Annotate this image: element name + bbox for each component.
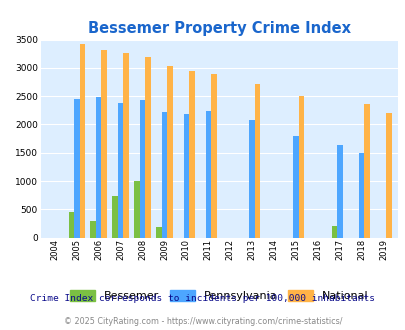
Bar [386, 113, 391, 238]
Bar [123, 53, 128, 238]
Bar [336, 146, 342, 238]
Text: © 2025 CityRating.com - https://www.cityrating.com/crime-statistics/: © 2025 CityRating.com - https://www.city… [64, 317, 341, 326]
Bar [139, 100, 145, 238]
Bar [331, 226, 336, 238]
Bar [79, 44, 85, 238]
Bar [156, 227, 161, 238]
Bar [145, 56, 150, 238]
Bar [96, 97, 101, 238]
Text: Crime Index corresponds to incidents per 100,000 inhabitants: Crime Index corresponds to incidents per… [30, 294, 375, 303]
Bar [117, 103, 123, 238]
Bar [189, 71, 194, 238]
Bar [358, 153, 364, 238]
Bar [134, 181, 139, 238]
Bar [161, 112, 167, 238]
Bar [254, 84, 260, 238]
Bar [211, 74, 216, 238]
Legend: Bessemer, Pennsylvania, National: Bessemer, Pennsylvania, National [67, 287, 371, 305]
Bar [205, 111, 211, 238]
Bar [68, 212, 74, 238]
Bar [292, 136, 298, 238]
Title: Bessemer Property Crime Index: Bessemer Property Crime Index [87, 21, 350, 36]
Bar [249, 120, 254, 238]
Bar [112, 196, 117, 238]
Bar [364, 104, 369, 238]
Bar [101, 50, 107, 238]
Bar [167, 66, 172, 238]
Bar [90, 221, 96, 238]
Bar [74, 99, 79, 238]
Bar [298, 96, 303, 238]
Bar [183, 114, 189, 238]
